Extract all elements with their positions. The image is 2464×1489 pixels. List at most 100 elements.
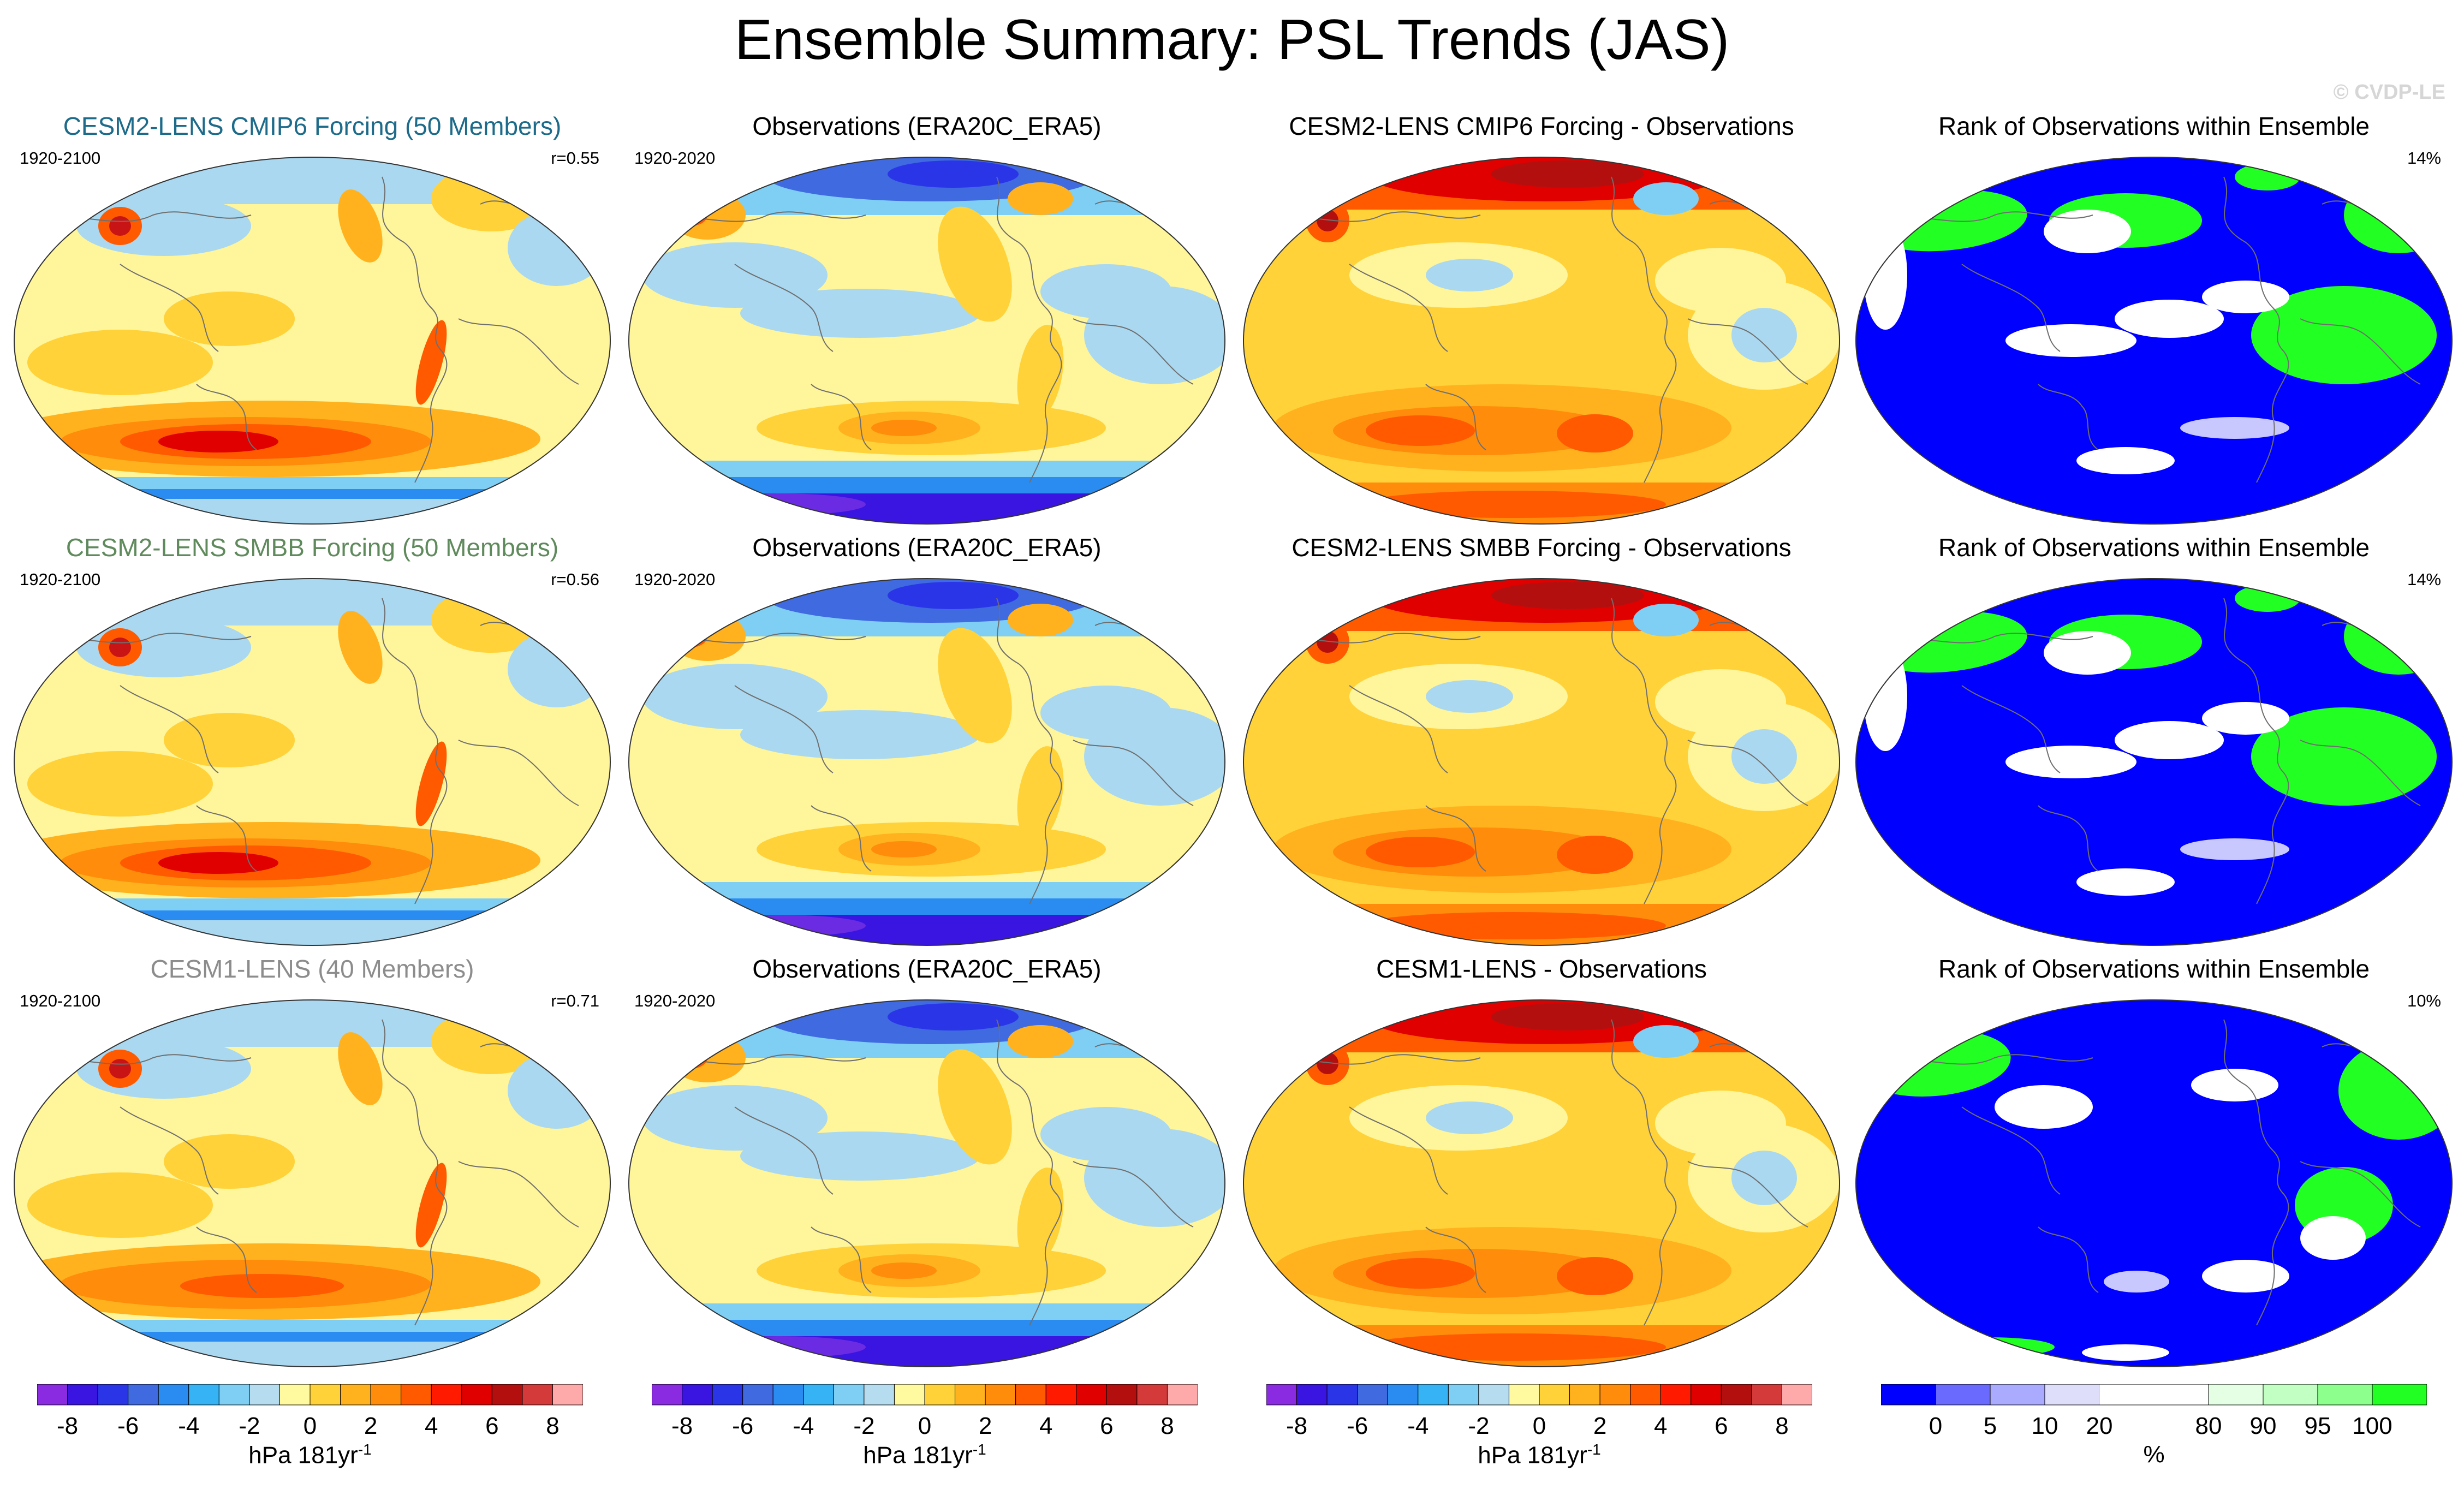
contour-region: [1426, 1101, 1513, 1134]
contour-region: [338, 189, 383, 263]
contour-region: [2338, 1041, 2452, 1140]
colorbar-swatch: [833, 1384, 865, 1405]
colorbar-swatch: [1881, 1384, 1936, 1405]
colorbar-swatch: [652, 1384, 683, 1405]
contour-region: [938, 1049, 1012, 1165]
map-outline: [628, 157, 1225, 525]
contour-region: [2235, 163, 2300, 190]
panel-row3-rank: Rank of Observations within Ensemble 10%: [1853, 954, 2455, 1369]
southern-band: [14, 910, 610, 922]
colorbar-tick: 90: [2249, 1413, 2277, 1439]
coastline: [120, 1106, 219, 1195]
panel-title: CESM2-LENS SMBB Forcing - Observations: [1291, 533, 1792, 562]
contour-region: [2104, 1271, 2169, 1293]
contour-region: [1426, 259, 1513, 291]
contour-region: [1995, 1085, 2093, 1129]
contour-region: [691, 915, 866, 937]
colorbar-swatch: [67, 1384, 98, 1405]
coastline: [1961, 1106, 2061, 1195]
coastline: [414, 1194, 448, 1326]
coastline: [1349, 685, 1448, 773]
coastline: [458, 318, 579, 385]
contour-region: [1366, 837, 1475, 867]
contour-region: [109, 1059, 131, 1079]
coastline: [1425, 805, 1486, 872]
pattern-correlation: r=0.56: [551, 570, 599, 589]
contour-region: [2344, 598, 2452, 675]
contour-region: [1864, 221, 1907, 330]
period-label: 1920-2100: [20, 991, 101, 1010]
colorbar-swatch: [370, 1384, 402, 1405]
colorbar-tick: 2: [1593, 1413, 1607, 1439]
contour-region: [2115, 721, 2224, 759]
main-title: Ensemble Summary: PSL Trends (JAS): [734, 8, 1730, 72]
contour-region: [871, 420, 937, 436]
coastline: [2038, 384, 2099, 450]
psl-colorbar: -8 -6 -4 -2 0 2 4 6 8 hPa 181yr-1: [1266, 1384, 1812, 1469]
colorbar-swatch: [1751, 1384, 1782, 1405]
coastline: [2300, 318, 2421, 385]
colorbar-swatch: [249, 1384, 280, 1405]
globe-map: [628, 157, 1225, 525]
panel-title: CESM2-LENS SMBB Forcing (50 Members): [66, 533, 559, 562]
colorbar-tick: 2: [978, 1413, 992, 1439]
contour-region: [938, 206, 1012, 322]
coastline: [1425, 1226, 1486, 1293]
southern-band: [14, 499, 610, 524]
panel-row2-diff: CESM2-LENS SMBB Forcing - Observations: [1240, 533, 1843, 948]
map-outline: [1855, 157, 2453, 525]
panel-title: Observations (ERA20C_ERA5): [752, 112, 1102, 140]
colorbar-swatch: [491, 1384, 523, 1405]
rank-percent: 10%: [2407, 991, 2441, 1010]
southern-band: [629, 1336, 1225, 1367]
coastline: [120, 264, 219, 352]
colorbar-tick: -6: [117, 1413, 139, 1439]
contour-region: [691, 493, 866, 515]
contour-region: [2005, 746, 2136, 778]
colorbar-swatch: [682, 1384, 713, 1405]
colorbar-tick: 0: [1532, 1413, 1546, 1439]
contour-region: [2344, 177, 2452, 253]
coastline: [414, 351, 448, 483]
colorbar-swatch: [279, 1384, 311, 1405]
colorbar-unit: hPa 181yr: [248, 1442, 358, 1469]
psl-colorbar: -8 -6 -4 -2 0 2 4 6 8 hPa 181yr-1: [37, 1384, 583, 1469]
contour-region: [2202, 281, 2289, 313]
contour-region: [1040, 264, 1171, 319]
colorbar-tick: -4: [178, 1413, 200, 1439]
contour-region: [888, 582, 1019, 609]
globe-map: [1855, 999, 2453, 1367]
colorbar-swatch: [1539, 1384, 1570, 1405]
contour-region: [109, 638, 131, 657]
colorbar-tick: -2: [1468, 1413, 1490, 1439]
colorbar-tick: -4: [793, 1413, 814, 1439]
colorbar-swatch: [1045, 1384, 1077, 1405]
colorbar-tick: 4: [424, 1413, 438, 1439]
colorbar-label: hPa 181yr-1: [652, 1441, 1198, 1469]
contour-region: [675, 204, 707, 226]
colorbar-swatch: [218, 1384, 250, 1405]
colorbar-swatch: [97, 1384, 129, 1405]
coastline: [196, 805, 257, 872]
coastline: [458, 740, 579, 806]
polar-band: [14, 157, 610, 204]
colorbar-tick: 80: [2195, 1413, 2222, 1439]
coastline: [1073, 318, 1194, 385]
contour-region: [1633, 1025, 1699, 1058]
panel-title: CESM1-LENS - Observations: [1376, 955, 1707, 983]
contour-region: [1360, 491, 1666, 518]
contour-region: [1633, 182, 1699, 215]
coastline: [996, 176, 1057, 352]
contour-region: [109, 216, 131, 236]
contour-region: [1557, 836, 1633, 874]
colorbar-swatch: [1387, 1384, 1419, 1405]
colorbar-swatch: [1508, 1384, 1540, 1405]
colorbar-swatch: [37, 1384, 68, 1405]
colorbar-unit-exponent: -1: [972, 1441, 986, 1458]
map-outline: [1243, 578, 1840, 946]
rank-percent: 14%: [2407, 148, 2441, 168]
coastline: [1029, 1194, 1062, 1326]
contour-region: [2191, 1069, 2278, 1101]
colorbar-tick: 6: [485, 1413, 499, 1439]
contour-region: [938, 628, 1012, 743]
